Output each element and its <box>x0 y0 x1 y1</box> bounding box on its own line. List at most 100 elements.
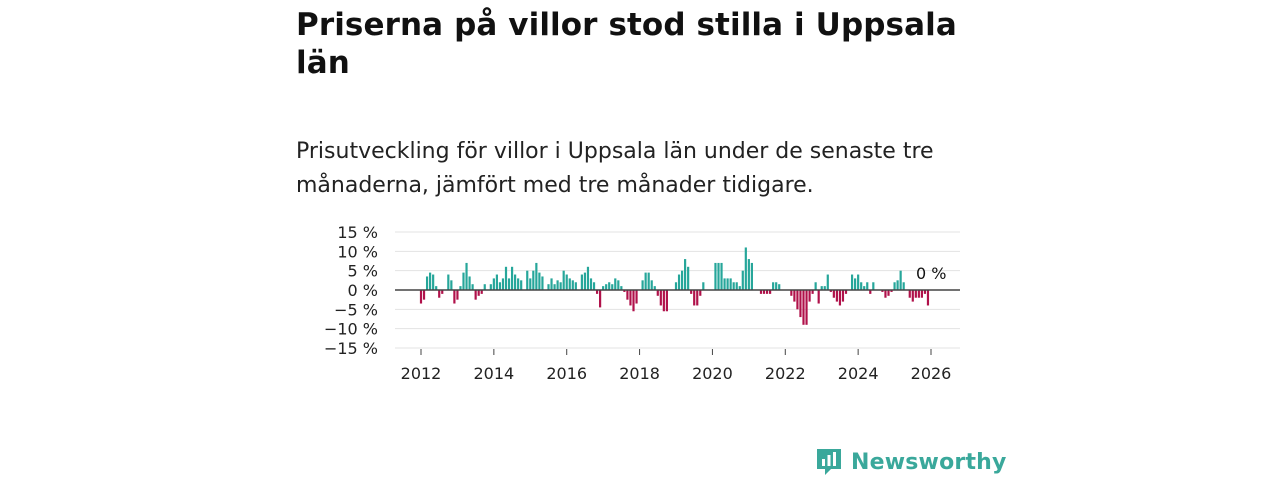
bar <box>559 282 562 290</box>
bar <box>884 290 887 298</box>
bar <box>580 274 583 290</box>
bar <box>438 290 441 298</box>
x-tick-label: 2014 <box>473 364 514 383</box>
bar <box>796 290 799 310</box>
x-tick-label: 2024 <box>838 364 879 383</box>
bar <box>802 290 805 325</box>
bar <box>799 290 802 318</box>
bar <box>817 290 820 304</box>
bar <box>899 270 902 290</box>
bar <box>881 290 884 292</box>
bar <box>869 290 872 294</box>
bar <box>772 282 775 290</box>
bar <box>765 290 769 294</box>
bar <box>592 282 596 290</box>
bar <box>717 262 720 290</box>
bar <box>644 272 647 290</box>
bar <box>605 284 608 290</box>
y-tick-label: 10 % <box>337 242 378 261</box>
bar <box>550 278 553 290</box>
bar <box>811 290 814 294</box>
bar <box>750 262 753 290</box>
bar <box>489 284 492 290</box>
bar <box>462 272 465 290</box>
bar <box>435 286 438 290</box>
bar <box>532 270 535 290</box>
bar <box>857 274 860 290</box>
y-tick-label: −5 % <box>334 300 378 319</box>
bar <box>477 290 480 296</box>
bar <box>471 284 474 290</box>
bar <box>923 290 927 294</box>
bar <box>517 278 520 290</box>
bar <box>456 290 459 300</box>
bars <box>419 247 930 325</box>
bar <box>741 270 744 290</box>
bar <box>674 282 678 290</box>
bar <box>568 278 571 290</box>
bar <box>893 282 896 290</box>
bar <box>747 259 750 290</box>
bar <box>647 272 650 290</box>
bar <box>556 280 559 290</box>
y-axis: 15 %10 %5 %0 %−5 %−10 %−15 % <box>324 223 378 358</box>
bar <box>729 278 732 290</box>
bar <box>714 262 717 290</box>
bar <box>520 280 523 290</box>
bar <box>832 290 835 298</box>
bar <box>823 286 826 290</box>
bar <box>854 278 857 290</box>
bar <box>595 290 599 294</box>
bar <box>808 290 811 302</box>
x-tick-label: 2020 <box>692 364 733 383</box>
chart-subtitle: Prisutveckling för villor i Uppsala län … <box>296 139 934 198</box>
bar <box>574 282 577 290</box>
bar <box>838 290 842 306</box>
bar <box>589 278 593 290</box>
bar <box>501 278 505 290</box>
bar <box>759 290 763 294</box>
bar <box>495 274 498 290</box>
bar <box>829 290 832 292</box>
bar <box>538 272 541 290</box>
bar <box>526 270 529 290</box>
x-axis: 2012 2014 2016 2018 2020 2022 2024 2026 <box>401 349 951 383</box>
bar <box>614 278 617 290</box>
bar <box>429 272 432 290</box>
bar <box>602 286 605 290</box>
bar <box>629 290 632 306</box>
bar <box>762 290 766 294</box>
bar <box>735 282 738 290</box>
bar <box>659 290 662 306</box>
bar <box>917 290 920 298</box>
bar <box>608 282 611 290</box>
bar <box>911 290 914 302</box>
newsworthy-logo-icon <box>817 449 841 475</box>
bar <box>699 290 702 296</box>
bar <box>504 266 508 290</box>
bar <box>826 274 829 290</box>
bar <box>432 274 435 290</box>
bar <box>547 284 550 290</box>
bar <box>723 278 726 290</box>
bar <box>890 290 893 292</box>
x-tick-label: 2012 <box>401 364 442 383</box>
bar <box>468 276 471 290</box>
bar-chart: 15 %10 %5 %0 %−5 %−10 %−15 % 2012 2014 201… <box>324 223 960 383</box>
bar <box>650 280 653 290</box>
bar <box>896 280 899 290</box>
bar <box>814 282 817 290</box>
bar <box>738 286 741 290</box>
bar <box>860 282 863 290</box>
bar <box>902 282 905 290</box>
bar <box>926 290 930 306</box>
bar <box>677 274 681 290</box>
bar <box>492 278 495 290</box>
bar <box>790 290 793 296</box>
bar <box>908 290 911 298</box>
bar <box>641 280 644 290</box>
latest-value-label: 0 % <box>916 264 946 283</box>
bar <box>514 274 517 290</box>
newsworthy-logo[interactable]: Newsworthy <box>815 446 1007 478</box>
bar <box>535 262 538 290</box>
